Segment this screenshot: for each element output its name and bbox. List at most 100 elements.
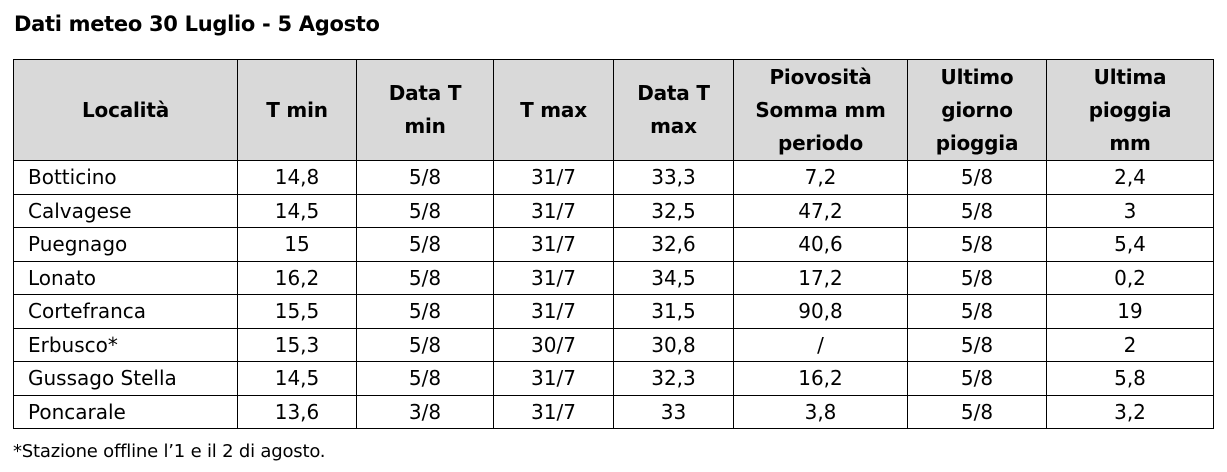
location-cell: Lonato	[13, 260, 238, 295]
location-cell: Erbusco*	[13, 327, 238, 362]
location-cell: Botticino	[13, 160, 238, 195]
table-cell: 5/8	[907, 394, 1047, 429]
column-header-line: giorno	[941, 97, 1013, 122]
column-header: Località	[13, 59, 238, 161]
table-cell: 3,8	[733, 394, 908, 429]
footnote: *Stazione offline l’1 e il 2 di agosto.	[13, 441, 326, 462]
table-cell: 14,8	[237, 160, 357, 195]
table-cell: 33,3	[613, 160, 734, 195]
table-cell: 32,3	[613, 361, 734, 396]
page-title: Dati meteo 30 Luglio - 5 Agosto	[14, 12, 380, 36]
table-cell: 5/8	[907, 327, 1047, 362]
table-cell: 5/8	[356, 294, 494, 329]
table-cell: 15,3	[237, 327, 357, 362]
table-body: Botticino 14,8 5/8 31/7 33,3 7,2 5/8 2,4 Calvage…	[13, 160, 1214, 429]
table-cell: 2,4	[1046, 160, 1214, 195]
table-row: Botticino 14,8 5/8 31/7 33,3 7,2 5/8 2,4	[13, 160, 1214, 195]
column-header-line: Località	[81, 97, 169, 122]
table-cell: 90,8	[733, 294, 908, 329]
table-cell: 5/8	[907, 227, 1047, 262]
table-cell: 14,5	[237, 361, 357, 396]
table-header-row: Località T min Data T min T max Data T max Piov…	[13, 59, 1214, 161]
table-cell: 31/7	[493, 361, 614, 396]
table-cell: 5/8	[356, 193, 494, 228]
table-cell: 31/7	[493, 160, 614, 195]
column-header-line: Somma mm	[755, 97, 886, 122]
table-cell: 5/8	[907, 193, 1047, 228]
table-cell: 32,5	[613, 193, 734, 228]
table-cell: 31/7	[493, 260, 614, 295]
table-row: Gussago Stella 14,5 5/8 31/7 32,3 16,2 5/8 5,8	[13, 361, 1214, 396]
column-header-line: max	[650, 114, 697, 138]
table-cell: 5/8	[356, 327, 494, 362]
table-cell: 5/8	[907, 260, 1047, 295]
table-cell: 13,6	[237, 394, 357, 429]
column-header: Ultima pioggia mm	[1046, 59, 1214, 161]
table-row: Erbusco* 15,3 5/8 30/7 30,8/5/8 2	[13, 327, 1214, 362]
table-cell: 30,8	[613, 327, 734, 362]
column-header-line: T max	[520, 97, 587, 122]
column-header: Data T min	[356, 59, 494, 161]
table-cell: 5,4	[1046, 227, 1214, 262]
table-cell: 32,6	[613, 227, 734, 262]
column-header-line: periodo	[778, 130, 863, 155]
table-cell: 5,8	[1046, 361, 1214, 396]
table-cell: 5/8	[907, 361, 1047, 396]
table-cell: 15,5	[237, 294, 357, 329]
table-cell: 5/8	[907, 294, 1047, 329]
table-cell: 31/7	[493, 294, 614, 329]
column-header: Ultimo giorno pioggia	[907, 59, 1047, 161]
table-cell: 16,2	[237, 260, 357, 295]
table-cell: 16,2	[733, 361, 908, 396]
column-header-line: T min	[266, 97, 328, 122]
table-cell: 3,2	[1046, 394, 1214, 429]
table-row: Cortefranca 15,5 5/8 31/7 31,5 90,8 5/8 19	[13, 294, 1214, 329]
table-row: Lonato 16,2 5/8 31/7 34,5 17,2 5/8 0,2	[13, 260, 1214, 295]
table-row: Puegnago 15 5/8 31/7 32,6 40,6 5/8 5,4	[13, 227, 1214, 262]
column-header-line: Ultimo	[940, 64, 1014, 89]
table-cell: 3	[1046, 193, 1214, 228]
location-cell: Cortefranca	[13, 294, 238, 329]
location-cell: Calvagese	[13, 193, 238, 228]
table-cell: 31/7	[493, 227, 614, 262]
column-header: Data T max	[613, 59, 734, 161]
table-cell: 3/8	[356, 394, 494, 429]
location-cell: Gussago Stella	[13, 361, 238, 396]
table-cell: 5/8	[356, 160, 494, 195]
weather-data-table: Località T min Data T min T max Data T max Piov…	[13, 59, 1214, 429]
column-header-line: mm	[1109, 130, 1151, 155]
table-cell: 31/7	[493, 193, 614, 228]
table-cell: 5/8	[356, 227, 494, 262]
table-cell: 5/8	[356, 361, 494, 396]
column-header-line: Ultima	[1093, 64, 1167, 89]
table-cell: 7,2	[733, 160, 908, 195]
table-cell: 33	[613, 394, 734, 429]
table-cell: 5/8	[356, 260, 494, 295]
table-cell: 0,2	[1046, 260, 1214, 295]
column-header-line: Data T	[388, 81, 462, 105]
column-header-line: Data T	[637, 81, 710, 105]
column-header: T min	[237, 59, 357, 161]
table-cell: 14,5	[237, 193, 357, 228]
column-header: Piovosità Somma mm periodo	[733, 59, 908, 161]
table-cell: 47,2	[733, 193, 908, 228]
table-cell: 17,2	[733, 260, 908, 295]
table-cell: 31,5	[613, 294, 734, 329]
table-row: Poncarale 13,6 3/8 31/7 33 3,8 5/8 3,2	[13, 394, 1214, 429]
column-header-line: Piovosità	[769, 64, 872, 89]
table-cell: 34,5	[613, 260, 734, 295]
table-cell: 2	[1046, 327, 1214, 362]
column-header: T max	[493, 59, 614, 161]
table-row: Calvagese 14,5 5/8 31/7 32,5 47,2 5/8 3	[13, 193, 1214, 228]
column-header-line: pioggia	[1088, 97, 1172, 122]
column-header-line: pioggia	[935, 130, 1019, 155]
table-cell: /	[733, 327, 908, 362]
location-cell: Puegnago	[13, 227, 238, 262]
table-cell: 40,6	[733, 227, 908, 262]
column-header-line: min	[404, 114, 446, 138]
location-cell: Poncarale	[13, 394, 238, 429]
table-cell: 30/7	[493, 327, 614, 362]
table-cell: 5/8	[907, 160, 1047, 195]
table-cell: 15	[237, 227, 357, 262]
table-cell: 31/7	[493, 394, 614, 429]
